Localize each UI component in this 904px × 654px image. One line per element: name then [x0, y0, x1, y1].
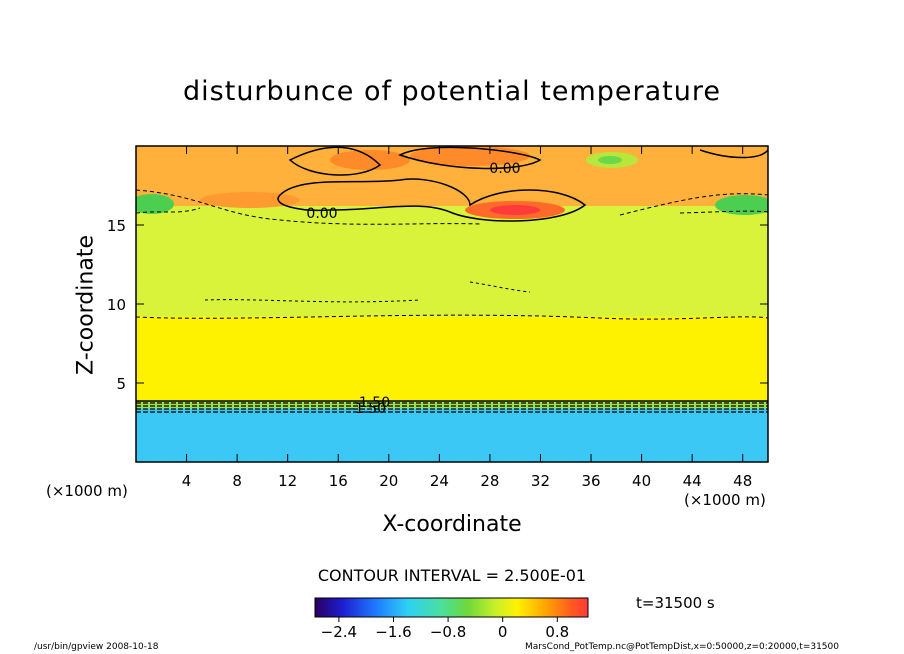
- x-tick-label: 48: [733, 472, 752, 490]
- contour-labels: 0.00 0.00 -1.50-1.50: [306, 161, 520, 417]
- y-tick-label: 15: [107, 217, 126, 235]
- colorbar-ticks: −2.4 −1.6 −0.8 0 0.8: [321, 617, 569, 641]
- footer-right: MarsCond_PotTemp.nc@PotTempDist,x=0:5000…: [525, 642, 839, 652]
- warm-blob: [200, 192, 300, 208]
- colorbar-tick-label: −2.4: [321, 623, 357, 641]
- cool-blob: [598, 156, 622, 164]
- time-label: t=31500 s: [636, 594, 715, 612]
- contour-label: 0.00: [489, 161, 520, 177]
- contour-line-zero: [288, 146, 382, 176]
- heatmap-layer: [136, 408, 768, 462]
- x-tick-label: 12: [278, 472, 297, 490]
- heatmap-layers: [136, 146, 768, 462]
- y-tick-label: 5: [116, 375, 126, 393]
- cool-blob: [136, 194, 174, 214]
- contour-label: -1.50: [354, 395, 390, 411]
- contour-label: 0.00: [306, 206, 337, 222]
- x-ticks: 4 8 12 16 20 24 28 32 36 40 44 48: [182, 146, 752, 490]
- x-tick-label: 4: [182, 472, 192, 490]
- x-unit-right: (×1000 m): [684, 491, 766, 509]
- x-tick-label: 44: [683, 472, 702, 490]
- footer-left: /usr/bin/gpview 2008-10-18: [34, 642, 159, 652]
- contour-label: -1.50: [350, 401, 386, 417]
- contour-line-dashed: [619, 193, 768, 216]
- contour-line-dashed: [136, 189, 481, 225]
- x-tick-label: 32: [531, 472, 550, 490]
- contour-line-dashed: [136, 314, 768, 320]
- x-axis-label: X-coordinate: [382, 512, 522, 537]
- contour-interval-label: CONTOUR INTERVAL = 2.500E-01: [317, 566, 587, 585]
- contour-line-dashed: [136, 207, 201, 214]
- colorbar-tick-label: −0.8: [430, 623, 466, 641]
- x-tick-label: 28: [480, 472, 499, 490]
- cool-blob: [715, 195, 768, 215]
- x-tick-label: 16: [329, 472, 348, 490]
- warm-blob: [490, 205, 540, 215]
- y-tick-label: 10: [107, 296, 126, 314]
- contour-line-dashed: [679, 210, 768, 214]
- colorbar-tick-label: −1.6: [375, 623, 411, 641]
- y-ticks: 5 10 15: [107, 217, 768, 393]
- x-tick-label: 40: [632, 472, 651, 490]
- contour-features: [136, 146, 768, 413]
- warm-blob: [330, 150, 410, 170]
- contour-line-zero: [699, 149, 768, 159]
- x-unit-left: (×1000 m): [46, 482, 128, 500]
- heatmap-layer: [136, 206, 768, 317]
- chart-title: disturbunce of potential temperature: [183, 76, 721, 107]
- contour-line-zero: [277, 178, 587, 222]
- x-tick-label: 20: [379, 472, 398, 490]
- heatmap-layer: [136, 400, 768, 409]
- contour-line-dashed: [469, 281, 531, 293]
- contour-line-zero: [398, 146, 542, 170]
- colorbar-tick-label: 0.8: [545, 623, 569, 641]
- contour-line-dashed: [204, 299, 421, 303]
- colorbar-tick-label: 0: [498, 623, 508, 641]
- x-tick-label: 8: [232, 472, 242, 490]
- colorbar: [314, 597, 589, 618]
- heatmap-layer: [136, 316, 768, 401]
- boundary-contours: [136, 402, 768, 413]
- x-tick-label: 24: [430, 472, 449, 490]
- x-tick-label: 36: [581, 472, 600, 490]
